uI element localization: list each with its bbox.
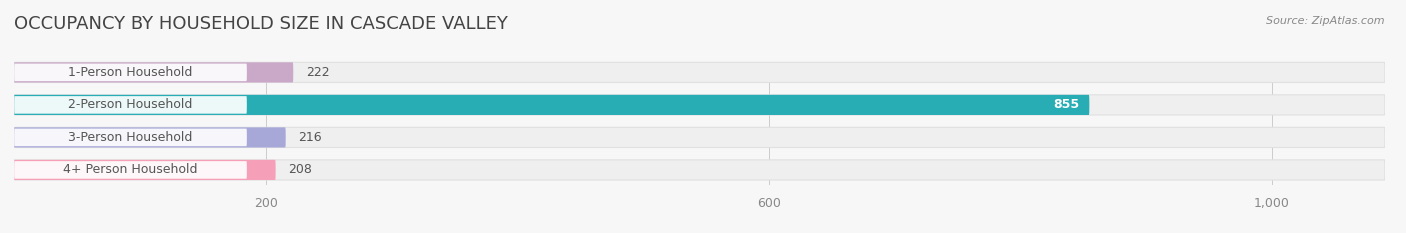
Text: 3-Person Household: 3-Person Household	[69, 131, 193, 144]
Text: 2-Person Household: 2-Person Household	[69, 98, 193, 111]
FancyBboxPatch shape	[14, 161, 247, 179]
Text: Source: ZipAtlas.com: Source: ZipAtlas.com	[1267, 16, 1385, 26]
Text: OCCUPANCY BY HOUSEHOLD SIZE IN CASCADE VALLEY: OCCUPANCY BY HOUSEHOLD SIZE IN CASCADE V…	[14, 15, 508, 33]
Text: 855: 855	[1053, 98, 1080, 111]
FancyBboxPatch shape	[14, 64, 247, 81]
Text: 1-Person Household: 1-Person Household	[69, 66, 193, 79]
FancyBboxPatch shape	[14, 62, 1385, 82]
FancyBboxPatch shape	[14, 62, 294, 82]
FancyBboxPatch shape	[14, 129, 247, 146]
Text: 222: 222	[307, 66, 329, 79]
Text: 4+ Person Household: 4+ Person Household	[63, 163, 198, 176]
FancyBboxPatch shape	[14, 95, 1385, 115]
Text: 208: 208	[288, 163, 312, 176]
Text: 216: 216	[298, 131, 322, 144]
FancyBboxPatch shape	[14, 160, 276, 180]
FancyBboxPatch shape	[14, 127, 1385, 147]
FancyBboxPatch shape	[14, 96, 247, 114]
FancyBboxPatch shape	[14, 95, 1090, 115]
FancyBboxPatch shape	[14, 160, 1385, 180]
FancyBboxPatch shape	[14, 127, 285, 147]
